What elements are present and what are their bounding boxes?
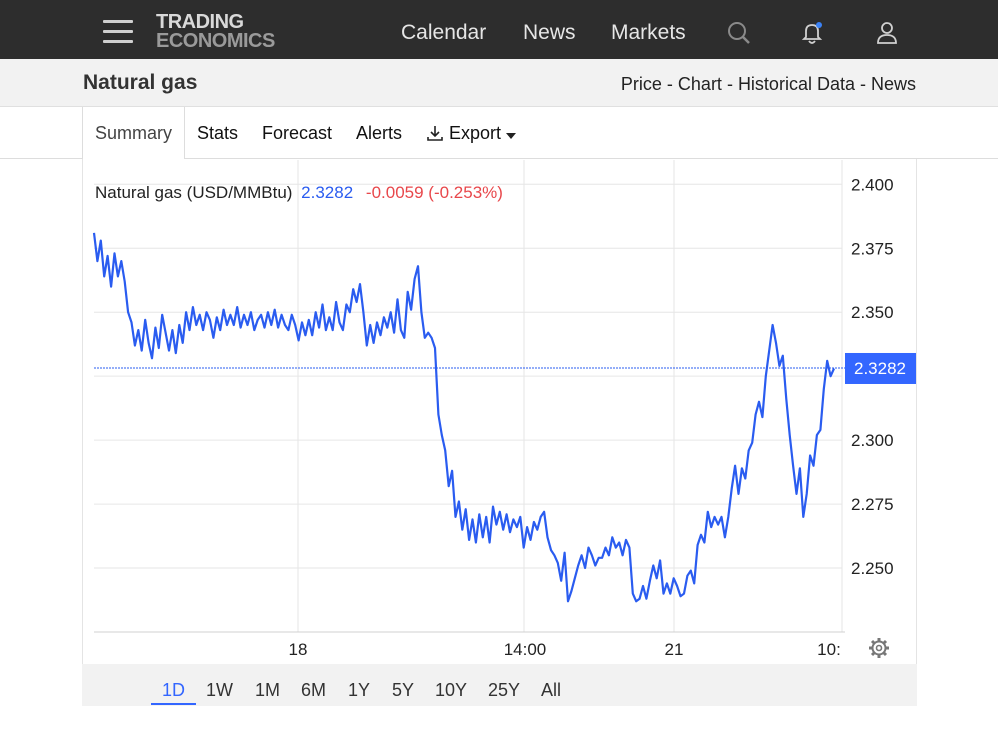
last-price-label-box <box>845 352 916 384</box>
y-tick-label: 2.250 <box>851 559 894 578</box>
last-price-label: 2.3282 <box>854 359 906 378</box>
section-links: Price - Chart - Historical Data - News <box>621 74 916 95</box>
x-tick-label: 10: <box>817 640 841 659</box>
link-separator: - <box>854 74 871 94</box>
x-axis-ticks: 18 14:00 21 10: <box>289 640 841 659</box>
logo-line1: TRADING <box>156 11 244 33</box>
page-title: Natural gas <box>83 71 198 94</box>
price-change: -0.0059 (-0.253%) <box>366 183 503 202</box>
nav-markets-link[interactable]: Markets <box>611 21 686 44</box>
chart-panel <box>82 159 917 705</box>
tab-export[interactable]: Export <box>449 123 502 143</box>
nav-news-link[interactable]: News <box>523 21 576 44</box>
range-1m[interactable]: 1M <box>255 680 281 700</box>
trading-economics-logo[interactable]: TRADING ECONOMICS <box>156 11 275 52</box>
current-price: 2.3282 <box>301 183 353 202</box>
x-tick-label: 18 <box>289 640 308 659</box>
news-link[interactable]: News <box>870 74 916 94</box>
top-navbar: TRADING ECONOMICS Calendar News Markets <box>0 0 998 59</box>
chart-link[interactable]: Chart <box>677 74 722 94</box>
range-all[interactable]: All <box>541 680 562 700</box>
price-series-line <box>92 232 836 603</box>
hamburger-menu-icon[interactable] <box>103 20 133 44</box>
y-tick-label: 2.350 <box>851 303 894 322</box>
x-tick-label: 21 <box>665 640 684 659</box>
caret-down-icon <box>506 133 516 139</box>
tab-summary[interactable]: Summary <box>95 123 173 143</box>
range-6m[interactable]: 6M <box>301 680 327 700</box>
range-1d[interactable]: 1D <box>162 680 186 700</box>
download-icon[interactable] <box>426 124 444 142</box>
price-link[interactable]: Price <box>620 74 662 94</box>
historical-data-link[interactable]: Historical Data <box>737 74 855 94</box>
y-tick-label: 2.275 <box>851 495 894 514</box>
tab-alerts[interactable]: Alerts <box>356 123 403 143</box>
range-5y[interactable]: 5Y <box>392 680 415 700</box>
range-selector: 1D 1W 1M 6M 1Y 5Y 10Y 25Y All <box>82 664 917 706</box>
user-account-icon[interactable] <box>874 20 900 46</box>
chart-grid <box>94 160 845 633</box>
y-tick-label: 2.300 <box>851 431 894 450</box>
tab-bar: Summary Stats Forecast Alerts Export <box>0 107 998 159</box>
x-tick-label: 14:00 <box>504 640 547 659</box>
tab-summary-active-box <box>82 107 185 159</box>
range-25y[interactable]: 25Y <box>488 680 521 700</box>
y-axis-ticks: 2.400 2.375 2.350 2.300 2.275 2.250 <box>851 175 894 578</box>
settings-gear-icon[interactable] <box>869 638 889 658</box>
chart-header: Natural gas (USD/MMBtu) 2.3282 -0.0059 (… <box>95 183 503 202</box>
tab-forecast[interactable]: Forecast <box>262 123 333 143</box>
search-icon[interactable] <box>726 20 752 46</box>
instrument-label: Natural gas (USD/MMBtu) <box>95 183 292 202</box>
instrument-header: Natural gas Price - Chart - Historical D… <box>0 59 998 107</box>
bell-icon[interactable] <box>799 20 825 46</box>
range-1w[interactable]: 1W <box>206 680 233 700</box>
y-tick-label: 2.400 <box>851 175 894 194</box>
tab-stats[interactable]: Stats <box>197 123 239 143</box>
range-1y[interactable]: 1Y <box>348 680 371 700</box>
link-separator: - <box>721 74 738 94</box>
y-tick-label: 2.375 <box>851 239 894 258</box>
price-chart[interactable]: 18 14:00 21 10: 2.4002.3752.3502.3002.2752.… <box>0 0 998 664</box>
link-separator: - <box>661 74 678 94</box>
nav-calendar-link[interactable]: Calendar <box>401 21 487 44</box>
logo-line2: ECONOMICS <box>156 30 275 52</box>
selected-range-underline <box>151 703 196 705</box>
range-10y[interactable]: 10Y <box>435 680 468 700</box>
